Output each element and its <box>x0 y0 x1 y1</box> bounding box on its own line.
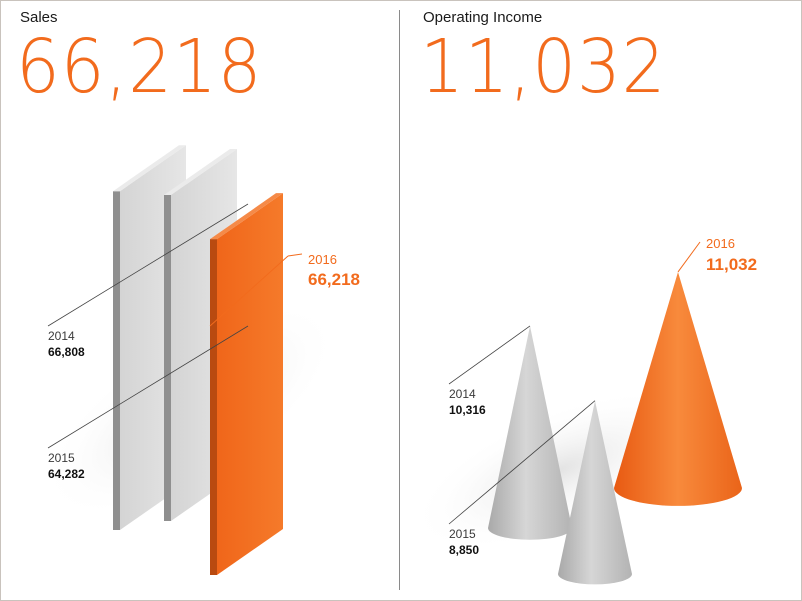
data-label: 8,850 <box>449 543 479 557</box>
data-label: 66,808 <box>48 345 85 359</box>
sales-bar-top <box>113 145 186 192</box>
leader-line <box>209 255 289 327</box>
data-label: 64,282 <box>48 467 85 481</box>
category-label: 2015 <box>48 451 75 465</box>
sales-headline: 66,218 <box>16 24 263 110</box>
sales-title: Sales <box>20 9 58 26</box>
category-label: 2016 <box>308 252 337 267</box>
income-headline: 11,032 <box>420 24 667 110</box>
income-cone <box>488 325 572 540</box>
category-label: 2014 <box>48 329 75 343</box>
income-title: Operating Income <box>423 9 543 26</box>
sales-bar <box>217 193 283 575</box>
panel-divider <box>399 10 400 590</box>
data-label: 10,316 <box>449 403 486 417</box>
sales-bar-side <box>210 239 217 575</box>
income-panel: Operating Income 11,032 <box>400 0 800 599</box>
sales-panel: Sales 66,218 <box>0 0 399 599</box>
sales-bar-top <box>164 148 237 195</box>
leader-line <box>47 325 249 449</box>
sales-chart: 2014 66,808 2015 64,282 2016 66,218 <box>41 145 360 575</box>
leader-line <box>677 241 701 273</box>
sales-bar-side <box>164 194 171 522</box>
data-label: 66,218 <box>308 270 360 289</box>
leader-line <box>448 400 596 525</box>
sales-bar-top <box>210 193 283 240</box>
data-label: 11,032 <box>706 255 757 274</box>
leader-line <box>287 253 303 257</box>
category-label: 2014 <box>449 387 476 401</box>
income-cone <box>558 400 632 585</box>
category-label: 2015 <box>449 527 476 541</box>
category-label: 2016 <box>706 236 735 251</box>
leader-line <box>47 203 249 327</box>
income-cone <box>614 271 742 506</box>
sales-bar-side <box>113 191 120 531</box>
leader-line <box>448 325 531 385</box>
